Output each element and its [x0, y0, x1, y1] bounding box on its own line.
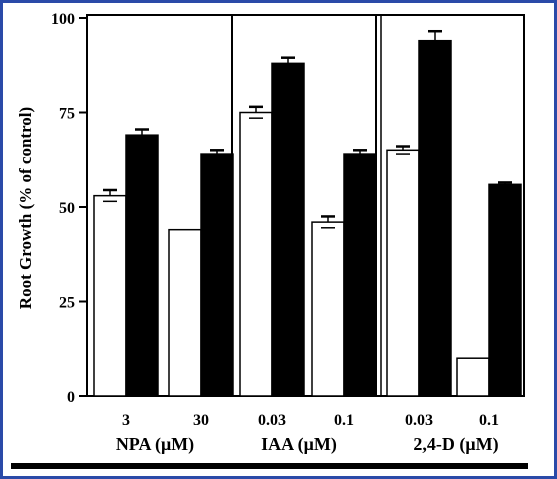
bar-white-6 — [456, 357, 490, 397]
x-tick-label: 3 — [122, 412, 130, 429]
y-tick-label: 50 — [59, 200, 75, 217]
bar-black-1 — [125, 134, 159, 397]
x-tick-label: 0.1 — [479, 412, 499, 429]
bar-white-2 — [168, 228, 202, 397]
bar-black-2 — [200, 153, 234, 397]
bar-white-5 — [386, 149, 420, 397]
bar-white-4 — [311, 221, 345, 397]
group-label: 2,4-D (μM) — [413, 434, 498, 455]
group-label: NPA (μM) — [116, 434, 194, 455]
bar-white-1 — [93, 194, 127, 397]
x-tick-label: 0.03 — [258, 412, 286, 429]
bar-black-5 — [418, 39, 452, 397]
y-tick-label: 25 — [59, 295, 75, 312]
y-tick-label: 0 — [67, 389, 75, 406]
bar-white-3 — [239, 111, 273, 397]
bottom-rule — [11, 463, 528, 469]
bar-chart: 0 25 50 75 100 Root Growth (% of control) 3 30 0… — [11, 11, 528, 469]
x-tick-label: 0.03 — [405, 412, 433, 429]
group-label: IAA (μM) — [261, 434, 337, 455]
bar-black-3 — [271, 62, 305, 397]
y-tick-label: 75 — [59, 106, 75, 123]
x-tick-label: 0.1 — [334, 412, 354, 429]
bar-black-6 — [488, 183, 522, 397]
x-tick-label: 30 — [193, 412, 209, 429]
y-tick-label: 100 — [51, 11, 75, 28]
y-axis-label: Root Growth (% of control) — [16, 107, 35, 309]
bar-black-4 — [343, 153, 377, 397]
